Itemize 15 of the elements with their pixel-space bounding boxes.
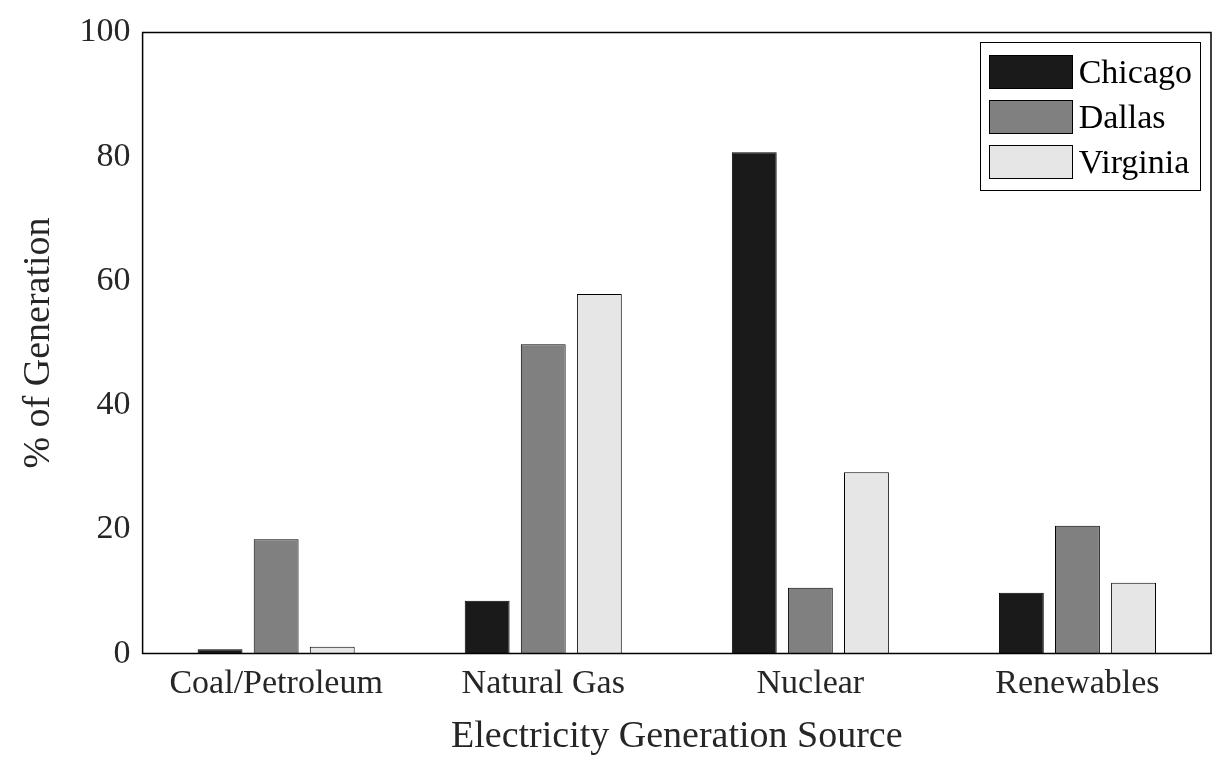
- x-tick-label: Natural Gas: [461, 662, 625, 700]
- x-tick-label: Coal/Petroleum: [169, 662, 383, 700]
- y-tick-label: 40: [96, 384, 131, 422]
- y-axis-title: % of Generation: [14, 217, 57, 469]
- y-tick-label: 60: [96, 259, 131, 297]
- y-tick-label: 100: [79, 11, 131, 49]
- x-tick-label: Nuclear: [756, 662, 865, 700]
- legend-label: Chicago: [1078, 52, 1192, 93]
- y-tick-label: 20: [96, 508, 131, 546]
- legend-label: Dallas: [1078, 97, 1166, 138]
- legend-label: Virginia: [1078, 142, 1190, 183]
- x-tick-label: Renewables: [995, 662, 1160, 700]
- x-axis-title: Electricity Generation Source: [451, 713, 903, 756]
- y-tick-label: 80: [96, 135, 131, 173]
- y-tick-label: 0: [113, 632, 131, 670]
